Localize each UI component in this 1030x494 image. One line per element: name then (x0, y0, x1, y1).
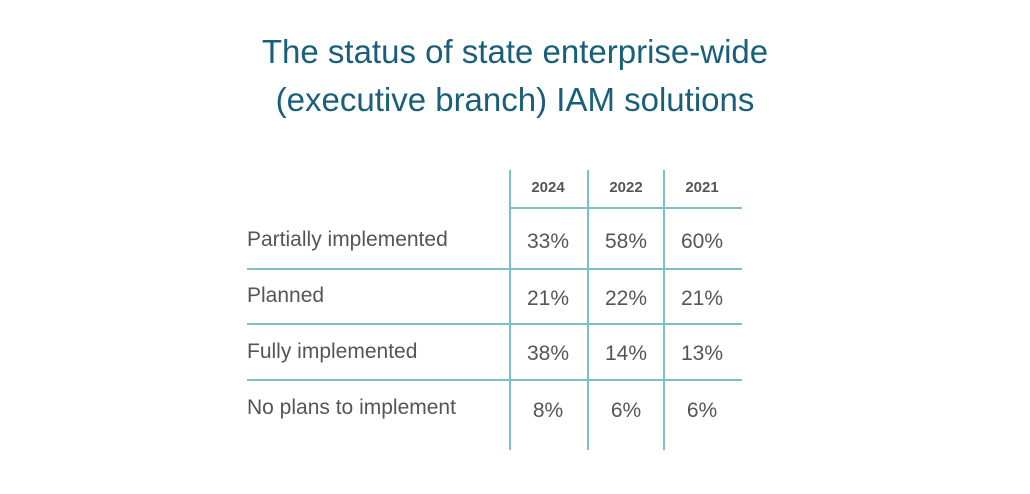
cell-planned-2021: 21% (680, 287, 724, 310)
column-divider-1 (509, 170, 511, 450)
cell-noplans-2024: 8% (532, 399, 564, 422)
column-header-2021: 2021 (685, 179, 719, 196)
column-header-2024: 2024 (531, 179, 565, 196)
row-label-planned: Planned (247, 284, 325, 307)
chart-title: The status of state enterprise-wide (exe… (0, 28, 1030, 124)
cell-planned-2024: 21% (526, 287, 570, 310)
row-label-fully-implemented: Fully implemented (247, 340, 418, 363)
cell-partially-2021: 60% (680, 230, 724, 253)
cell-noplans-2022: 6% (610, 399, 642, 422)
column-divider-3 (663, 170, 665, 450)
cell-noplans-2021: 6% (686, 399, 718, 422)
cell-partially-2024: 33% (526, 230, 570, 253)
column-header-2022: 2022 (609, 179, 643, 196)
chart-title-line-2: (executive branch) IAM solutions (275, 81, 755, 118)
row-rule-3 (247, 379, 742, 381)
header-rule (509, 207, 742, 209)
cell-fully-2022: 14% (604, 342, 648, 365)
column-divider-2 (587, 170, 589, 450)
row-label-partially-implemented: Partially implemented (247, 228, 448, 251)
cell-fully-2021: 13% (680, 342, 724, 365)
cell-planned-2022: 22% (604, 287, 648, 310)
cell-partially-2022: 58% (604, 230, 648, 253)
cell-fully-2024: 38% (526, 342, 570, 365)
row-label-no-plans: No plans to implement (247, 396, 456, 419)
chart-title-line-1: The status of state enterprise-wide (261, 33, 769, 70)
row-rule-2 (247, 323, 742, 325)
row-rule-1 (247, 268, 742, 270)
